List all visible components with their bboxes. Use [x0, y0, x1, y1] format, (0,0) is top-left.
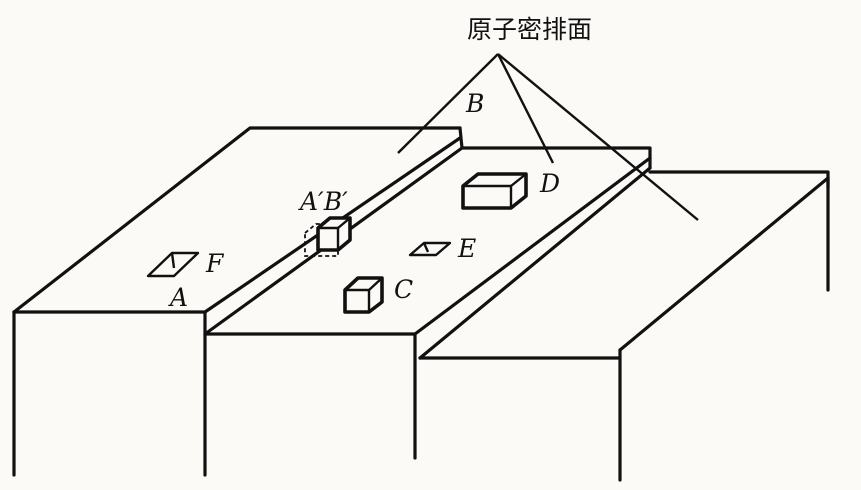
vacancy-F [146, 251, 200, 278]
kink-site-AB [304, 216, 352, 257]
label-E: E [457, 234, 476, 263]
adatom-D [461, 172, 528, 210]
label-A: A [168, 283, 188, 312]
pointer-lines [397, 53, 699, 221]
label-A-prime-B-prime: A′B′ [298, 187, 348, 216]
upper-terrace [12, 126, 464, 477]
lower-terrace [618, 170, 830, 482]
label-F: F [205, 249, 225, 278]
label-D: D [539, 169, 560, 198]
vacancy-E [408, 241, 452, 257]
middle-terrace [413, 146, 652, 460]
step-riser-2 [418, 166, 652, 360]
label-C: C [394, 275, 413, 304]
label-B: B [465, 89, 484, 118]
close-packed-plane-title: 原子密排面 [467, 15, 592, 44]
adatom-C [343, 276, 384, 314]
